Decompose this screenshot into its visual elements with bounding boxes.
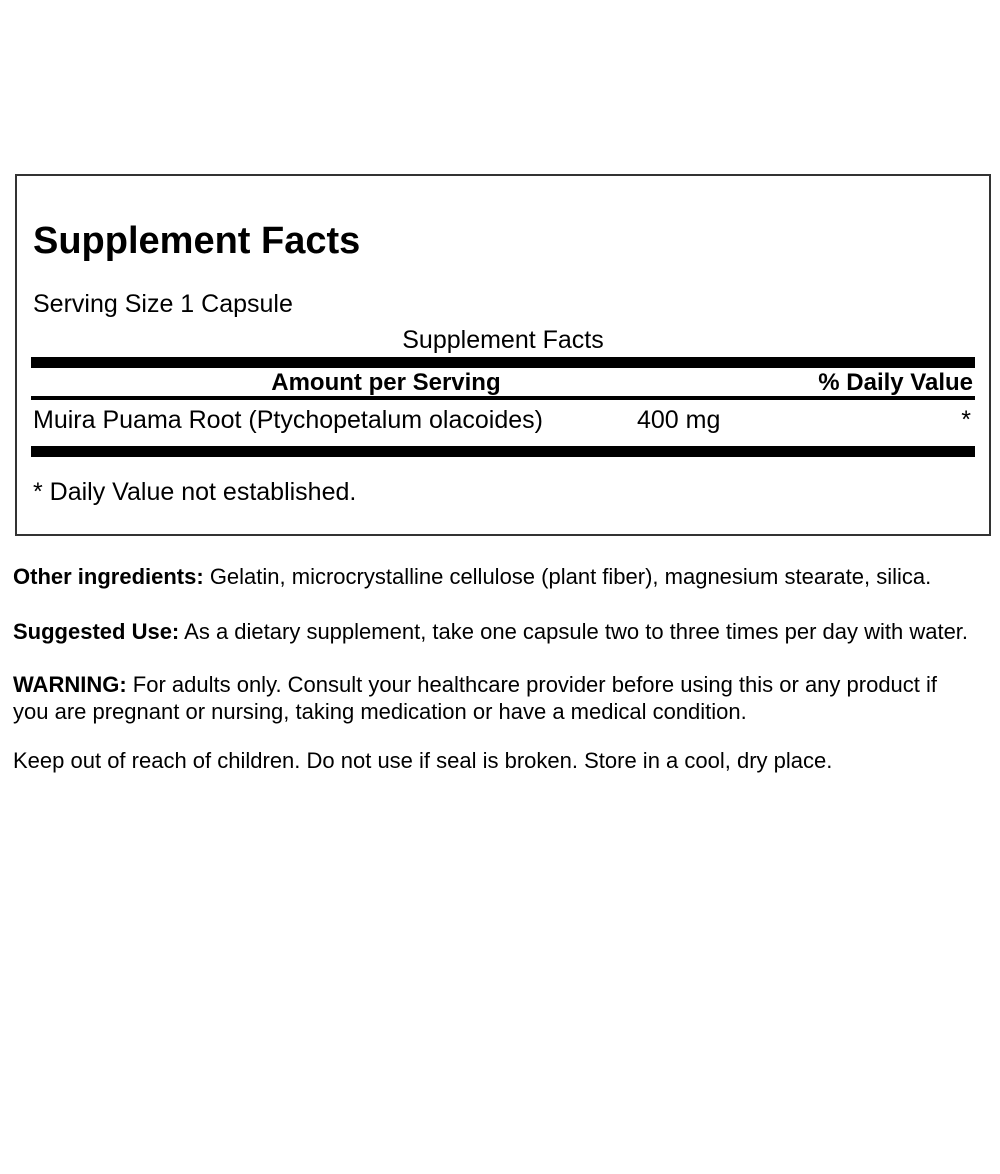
storage-text: Keep out of reach of children. Do not us… <box>13 748 833 773</box>
ingredient-name: Muira Puama Root (Ptychopetalum olacoide… <box>33 406 543 434</box>
other-ingredients-lead: Other ingredients: <box>13 564 204 589</box>
table-title: Supplement Facts <box>402 326 604 354</box>
warning-text: For adults only. Consult your healthcare… <box>13 672 938 724</box>
suggested-use-text: As a dietary supplement, take one capsul… <box>184 619 969 644</box>
table-row: Muira Puama Root (Ptychopetalum olacoide… <box>31 407 975 434</box>
warning-lead: WARNING: <box>13 672 127 697</box>
supplement-label-page: Supplement Facts Serving Size 1 Capsule … <box>0 174 1000 1174</box>
serving-size: Serving Size 1 Capsule <box>33 290 293 318</box>
label-body-copy: Other ingredients: Gelatin, microcrystal… <box>13 563 970 774</box>
ingredient-daily-value: * <box>961 406 971 434</box>
storage-paragraph: Keep out of reach of children. Do not us… <box>13 747 970 774</box>
other-ingredients-paragraph: Other ingredients: Gelatin, microcrystal… <box>13 563 970 590</box>
table-header-row: Amount per Serving % Daily Value <box>31 368 975 400</box>
separator-bar-bottom <box>31 446 975 457</box>
separator-bar-top <box>31 357 975 368</box>
daily-value-footnote: * Daily Value not established. <box>33 478 357 506</box>
suggested-use-lead: Suggested Use: <box>13 619 180 644</box>
ingredient-amount: 400 mg <box>637 406 721 434</box>
suggested-use-paragraph: Suggested Use: As a dietary supplement, … <box>13 618 970 645</box>
warning-paragraph: WARNING: For adults only. Consult your h… <box>13 671 970 725</box>
supplement-facts-panel: Supplement Facts Serving Size 1 Capsule … <box>15 174 991 536</box>
daily-value-header: % Daily Value <box>818 369 973 396</box>
panel-title: Supplement Facts <box>33 220 361 262</box>
other-ingredients-text: Gelatin, microcrystalline cellulose (pla… <box>209 564 932 589</box>
amount-per-serving-header: Amount per Serving <box>271 369 501 396</box>
